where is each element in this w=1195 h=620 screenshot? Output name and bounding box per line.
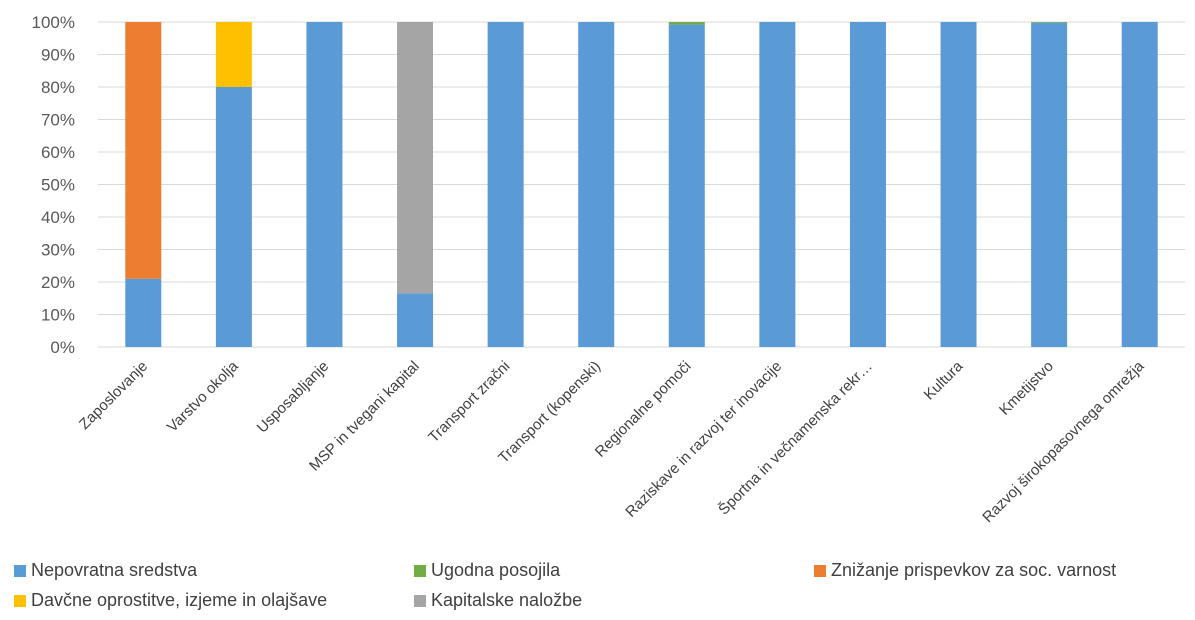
bar-segment — [940, 22, 977, 347]
x-axis-category-labels: Zaposlovanje Varstvo okolja UsposabljanjeM… — [76, 357, 1148, 526]
x-category-label: Kmetijstvo — [996, 358, 1057, 419]
y-tick-label: 70% — [41, 111, 75, 130]
bar-segment — [1121, 22, 1158, 347]
y-tick-label: 90% — [41, 46, 75, 65]
legend-swatch — [14, 594, 26, 607]
bar-segment — [215, 22, 252, 87]
x-category-label: Športna in večnamenska rekr… — [715, 358, 876, 519]
x-category-label: Usposabljanje — [254, 358, 333, 437]
legend: Nepovratna sredstva Ugodna posojila Zniž… — [14, 560, 1184, 620]
bar-segment — [578, 22, 615, 347]
stacked-bar-chart: 0% 10% 20% 30% 40% 50% 60% 70% 80% 90% 100% Zaposl… — [32, 13, 1185, 526]
x-category-label: Raziskave in razvoj ter inovacije — [622, 358, 785, 521]
bar-segment — [668, 22, 705, 25]
legend-item-nepovratna-sredstva: Nepovratna sredstva — [14, 560, 197, 581]
bar-segment — [487, 22, 524, 347]
x-category-label: Transport zračni — [425, 358, 513, 446]
bar-segment — [397, 22, 434, 294]
y-tick-label: 80% — [41, 78, 75, 97]
bar-segment — [125, 22, 162, 279]
legend-label: Nepovratna sredstva — [31, 560, 198, 580]
y-tick-label: 30% — [41, 241, 75, 260]
legend-label: Davčne oprostitve, izjeme in olajšave — [31, 590, 328, 610]
legend-swatch — [414, 564, 426, 577]
bar-segment — [125, 278, 162, 347]
legend-label: Kapitalske naložbe — [431, 590, 583, 610]
y-tick-label: 20% — [41, 273, 75, 292]
legend-swatch — [14, 564, 26, 577]
x-category-label: Varstvo okolja — [164, 357, 242, 435]
y-tick-label: 0% — [50, 338, 75, 357]
bar-segment — [1031, 22, 1068, 23]
gridlines — [98, 21, 1185, 348]
bar-segment — [1031, 22, 1068, 348]
y-tick-label: 10% — [41, 306, 75, 325]
bar-segment — [215, 87, 252, 347]
bar-segment — [306, 22, 343, 347]
legend-item-davcne-oprostitve: Davčne oprostitve, izjeme in olajšave — [14, 590, 327, 611]
legend-item-ugodna-posojila: Ugodna posojila — [414, 560, 560, 581]
y-axis-tick-labels: 0% 10% 20% 30% 40% 50% 60% 70% 80% 90% 100% — [32, 13, 75, 357]
x-category-label: Transport (kopenski) — [495, 358, 604, 467]
x-category-label: Regionalne pomoči — [592, 358, 695, 461]
legend-label: Ugodna posojila — [431, 560, 561, 580]
legend-swatch — [814, 564, 826, 577]
legend-swatch — [414, 594, 426, 607]
y-tick-label: 50% — [41, 176, 75, 195]
legend-row-1: Nepovratna sredstva Ugodna posojila Zniž… — [14, 560, 1184, 590]
bar-segment — [759, 22, 796, 347]
legend-row-2: Davčne oprostitve, izjeme in olajšave Ka… — [14, 590, 1184, 620]
x-category-label: Razvoj širokopasovnega omrežja — [979, 357, 1148, 526]
y-tick-label: 60% — [41, 143, 75, 162]
bars — [125, 22, 1158, 348]
bar-segment — [849, 22, 886, 347]
y-tick-label: 40% — [41, 208, 75, 227]
y-tick-label: 100% — [32, 13, 75, 32]
legend-label: Znižanje prispevkov za soc. varnost — [831, 560, 1117, 580]
legend-item-znizanje-prispevkov: Znižanje prispevkov za soc. varnost — [814, 560, 1116, 581]
x-category-label: Zaposlovanje — [76, 358, 151, 433]
legend-item-kapitalske-nalozbe: Kapitalske naložbe — [414, 590, 582, 611]
bar-segment — [397, 293, 434, 347]
x-category-label: Kultura — [921, 357, 967, 403]
bar-segment — [668, 24, 705, 347]
